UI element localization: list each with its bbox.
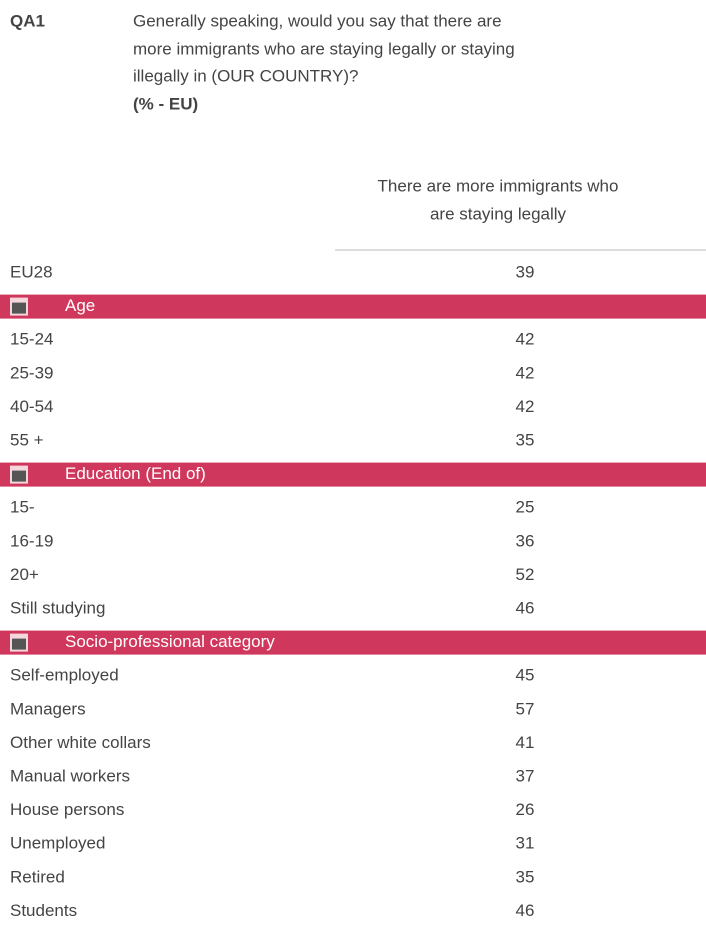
row-label: Unemployed xyxy=(10,834,105,853)
row-value: 46 xyxy=(516,598,535,617)
section-title: Age xyxy=(65,296,95,315)
section-title: Socio-professional category xyxy=(65,632,275,651)
row-value: 46 xyxy=(516,901,535,920)
row-value: 35 xyxy=(516,867,535,886)
row-label: Managers xyxy=(10,699,86,718)
row-value: 25 xyxy=(516,498,535,517)
row-label: 40-54 xyxy=(10,397,53,416)
row-label: Manual workers xyxy=(10,766,130,785)
row-value: 39 xyxy=(516,262,535,281)
row-value: 26 xyxy=(516,800,535,819)
row-label: Retired xyxy=(10,867,65,886)
row-label: Still studying xyxy=(10,598,105,617)
row-value: 42 xyxy=(516,363,535,382)
row-label: 20+ xyxy=(10,565,39,584)
row-value: 31 xyxy=(516,834,535,853)
row-label: Students xyxy=(10,901,77,920)
column-header: are staying legally xyxy=(430,204,567,223)
row-value: 45 xyxy=(516,666,535,685)
column-header: There are more immigrants who xyxy=(378,176,619,195)
row-value: 52 xyxy=(516,565,535,584)
row-value: 41 xyxy=(516,733,535,752)
row-value: 36 xyxy=(516,531,535,550)
row-value: 42 xyxy=(516,397,535,416)
row-label: House persons xyxy=(10,800,124,819)
row-label: 16-19 xyxy=(10,531,53,550)
row-label: 55 + xyxy=(10,430,44,449)
section-icon xyxy=(10,297,28,316)
section-band xyxy=(0,630,706,655)
row-value: 37 xyxy=(516,766,535,785)
question-line: Generally speaking, would you say that t… xyxy=(133,11,502,30)
row-label: 15- xyxy=(10,498,35,517)
row-value: 42 xyxy=(516,330,535,349)
section-band xyxy=(0,294,706,319)
question-base: (% - EU) xyxy=(133,94,198,113)
row-label: Self-employed xyxy=(10,666,119,685)
section-icon xyxy=(10,633,28,652)
row-label: 25-39 xyxy=(10,363,53,382)
row-value: 57 xyxy=(516,699,535,718)
section-icon xyxy=(10,465,28,484)
row-label: EU28 xyxy=(10,262,53,281)
question-line: illegally in (OUR COUNTRY)? xyxy=(133,66,358,85)
section-band xyxy=(0,462,706,487)
section-title: Education (End of) xyxy=(65,464,206,483)
row-label: Other white collars xyxy=(10,733,151,752)
row-value: 35 xyxy=(516,430,535,449)
question-code: QA1 xyxy=(10,11,45,30)
question-line: more immigrants who are staying legally … xyxy=(133,39,515,58)
row-label: 15-24 xyxy=(10,330,53,349)
